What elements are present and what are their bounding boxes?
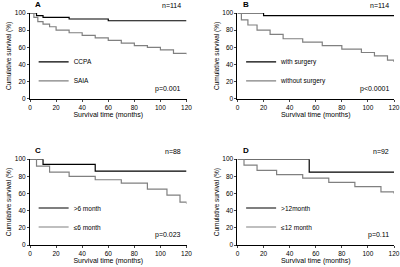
svg-text:80: 80 <box>226 26 234 33</box>
svg-text:0: 0 <box>230 95 234 102</box>
svg-text:p<0.0001: p<0.0001 <box>360 85 389 93</box>
svg-text:0: 0 <box>22 241 26 248</box>
svg-text:n=114: n=114 <box>162 2 181 9</box>
svg-text:60: 60 <box>226 190 234 197</box>
svg-text:80: 80 <box>131 250 139 257</box>
svg-text:40: 40 <box>226 61 234 68</box>
svg-text:100: 100 <box>155 250 166 257</box>
svg-text:without surgery: without surgery <box>280 77 326 85</box>
svg-text:CCPA: CCPA <box>74 58 92 65</box>
svg-text:20: 20 <box>260 104 268 111</box>
svg-text:p=0.023: p=0.023 <box>155 231 181 239</box>
svg-text:40: 40 <box>18 207 26 214</box>
svg-text:n=88: n=88 <box>165 148 181 155</box>
svg-text:40: 40 <box>286 104 294 111</box>
svg-text:≤12 month: ≤12 month <box>281 224 312 231</box>
svg-text:120: 120 <box>181 104 192 111</box>
svg-text:0: 0 <box>236 250 240 257</box>
svg-text:20: 20 <box>52 104 60 111</box>
svg-text:0: 0 <box>28 250 32 257</box>
svg-text:80: 80 <box>338 250 346 257</box>
svg-text:SAIA: SAIA <box>74 77 89 84</box>
svg-text:p=0.11: p=0.11 <box>368 231 389 239</box>
svg-text:40: 40 <box>18 61 26 68</box>
svg-text:60: 60 <box>105 250 113 257</box>
svg-text:60: 60 <box>18 190 26 197</box>
svg-text:60: 60 <box>18 44 26 51</box>
svg-text:Cumulative survival (%): Cumulative survival (%) <box>5 168 13 236</box>
svg-text:0: 0 <box>22 95 26 102</box>
svg-text:20: 20 <box>260 250 268 257</box>
svg-text:60: 60 <box>226 44 234 51</box>
svg-text:60: 60 <box>312 104 320 111</box>
svg-text:120: 120 <box>389 104 400 111</box>
svg-text:>12month: >12month <box>281 205 310 212</box>
svg-text:0: 0 <box>28 104 32 111</box>
svg-text:0: 0 <box>236 104 240 111</box>
svg-text:A: A <box>35 0 41 9</box>
svg-text:80: 80 <box>18 173 26 180</box>
svg-text:100: 100 <box>222 155 233 162</box>
svg-text:Survival time (months): Survival time (months) <box>73 257 143 265</box>
svg-text:40: 40 <box>79 104 87 111</box>
svg-text:120: 120 <box>389 250 400 257</box>
svg-text:20: 20 <box>18 224 26 231</box>
svg-text:100: 100 <box>362 250 373 257</box>
svg-text:80: 80 <box>18 26 26 33</box>
svg-text:80: 80 <box>131 104 139 111</box>
svg-text:100: 100 <box>222 9 233 16</box>
svg-text:p=0.001: p=0.001 <box>155 85 181 93</box>
svg-text:n=114: n=114 <box>370 2 389 9</box>
svg-text:>6 month: >6 month <box>74 205 102 212</box>
svg-text:40: 40 <box>226 207 234 214</box>
svg-text:80: 80 <box>338 104 346 111</box>
svg-text:40: 40 <box>79 250 87 257</box>
svg-text:B: B <box>243 0 249 9</box>
svg-text:20: 20 <box>18 78 26 85</box>
svg-text:120: 120 <box>181 250 192 257</box>
svg-text:60: 60 <box>105 104 113 111</box>
svg-text:Survival time (months): Survival time (months) <box>281 257 351 265</box>
svg-text:60: 60 <box>312 250 320 257</box>
svg-text:100: 100 <box>15 9 26 16</box>
svg-text:100: 100 <box>155 104 166 111</box>
svg-text:Survival time (months): Survival time (months) <box>281 111 351 119</box>
svg-text:C: C <box>35 146 41 155</box>
svg-text:20: 20 <box>226 224 234 231</box>
svg-text:D: D <box>243 146 249 155</box>
svg-text:40: 40 <box>286 250 294 257</box>
svg-text:100: 100 <box>362 104 373 111</box>
svg-text:Cumulative survival (%): Cumulative survival (%) <box>5 22 13 90</box>
svg-text:Survival time (months): Survival time (months) <box>73 111 143 119</box>
svg-text:20: 20 <box>52 250 60 257</box>
svg-text:with surgery: with surgery <box>280 58 317 66</box>
svg-text:20: 20 <box>226 78 234 85</box>
svg-text:100: 100 <box>15 155 26 162</box>
svg-text:0: 0 <box>230 241 234 248</box>
svg-text:n=92: n=92 <box>373 148 389 155</box>
svg-text:Cumulative survival (%): Cumulative survival (%) <box>213 22 221 90</box>
svg-text:80: 80 <box>226 173 234 180</box>
svg-text:Cumulative survival (%): Cumulative survival (%) <box>213 168 221 236</box>
svg-text:≤6 month: ≤6 month <box>74 224 101 231</box>
